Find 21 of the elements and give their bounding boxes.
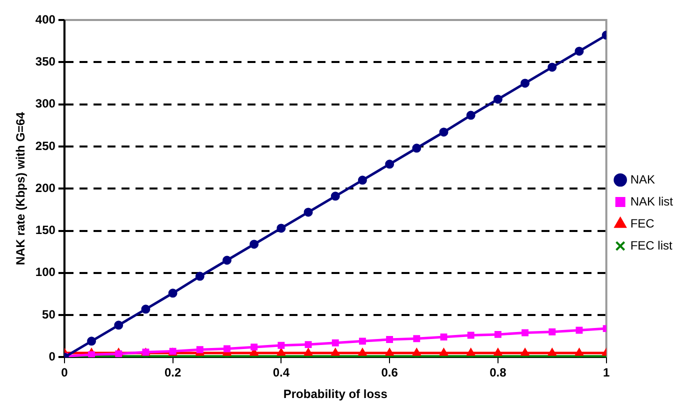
x-axis-title: Probability of loss — [283, 387, 388, 402]
y-tick-label: 350 — [35, 54, 56, 68]
y-tick-label: 150 — [35, 223, 56, 238]
y-tick-label: 200 — [35, 180, 56, 195]
legend-label: NAK list — [630, 194, 674, 208]
legend-label: NAK — [630, 172, 656, 186]
x-tick-label: 0.4 — [272, 366, 290, 380]
x-tick-label: 0.2 — [164, 366, 182, 380]
y-tick-label: 50 — [42, 307, 56, 322]
y-tick-label: 400 — [35, 12, 56, 26]
y-axis-title: NAK rate (Kbps) with G=64 — [14, 112, 28, 266]
legend-label: FEC list — [630, 238, 673, 252]
y-tick-label: 250 — [35, 138, 56, 153]
y-tick-label: 100 — [35, 265, 56, 280]
legend-label: FEC — [630, 216, 655, 230]
y-tick-label: 300 — [35, 96, 56, 111]
x-tick-label: 0 — [61, 366, 68, 380]
y-tick-label: 0 — [48, 350, 56, 364]
x-tick-label: 0.6 — [381, 366, 398, 380]
x-tick-label: 1 — [602, 366, 610, 380]
x-tick-label: 0.8 — [490, 366, 507, 380]
